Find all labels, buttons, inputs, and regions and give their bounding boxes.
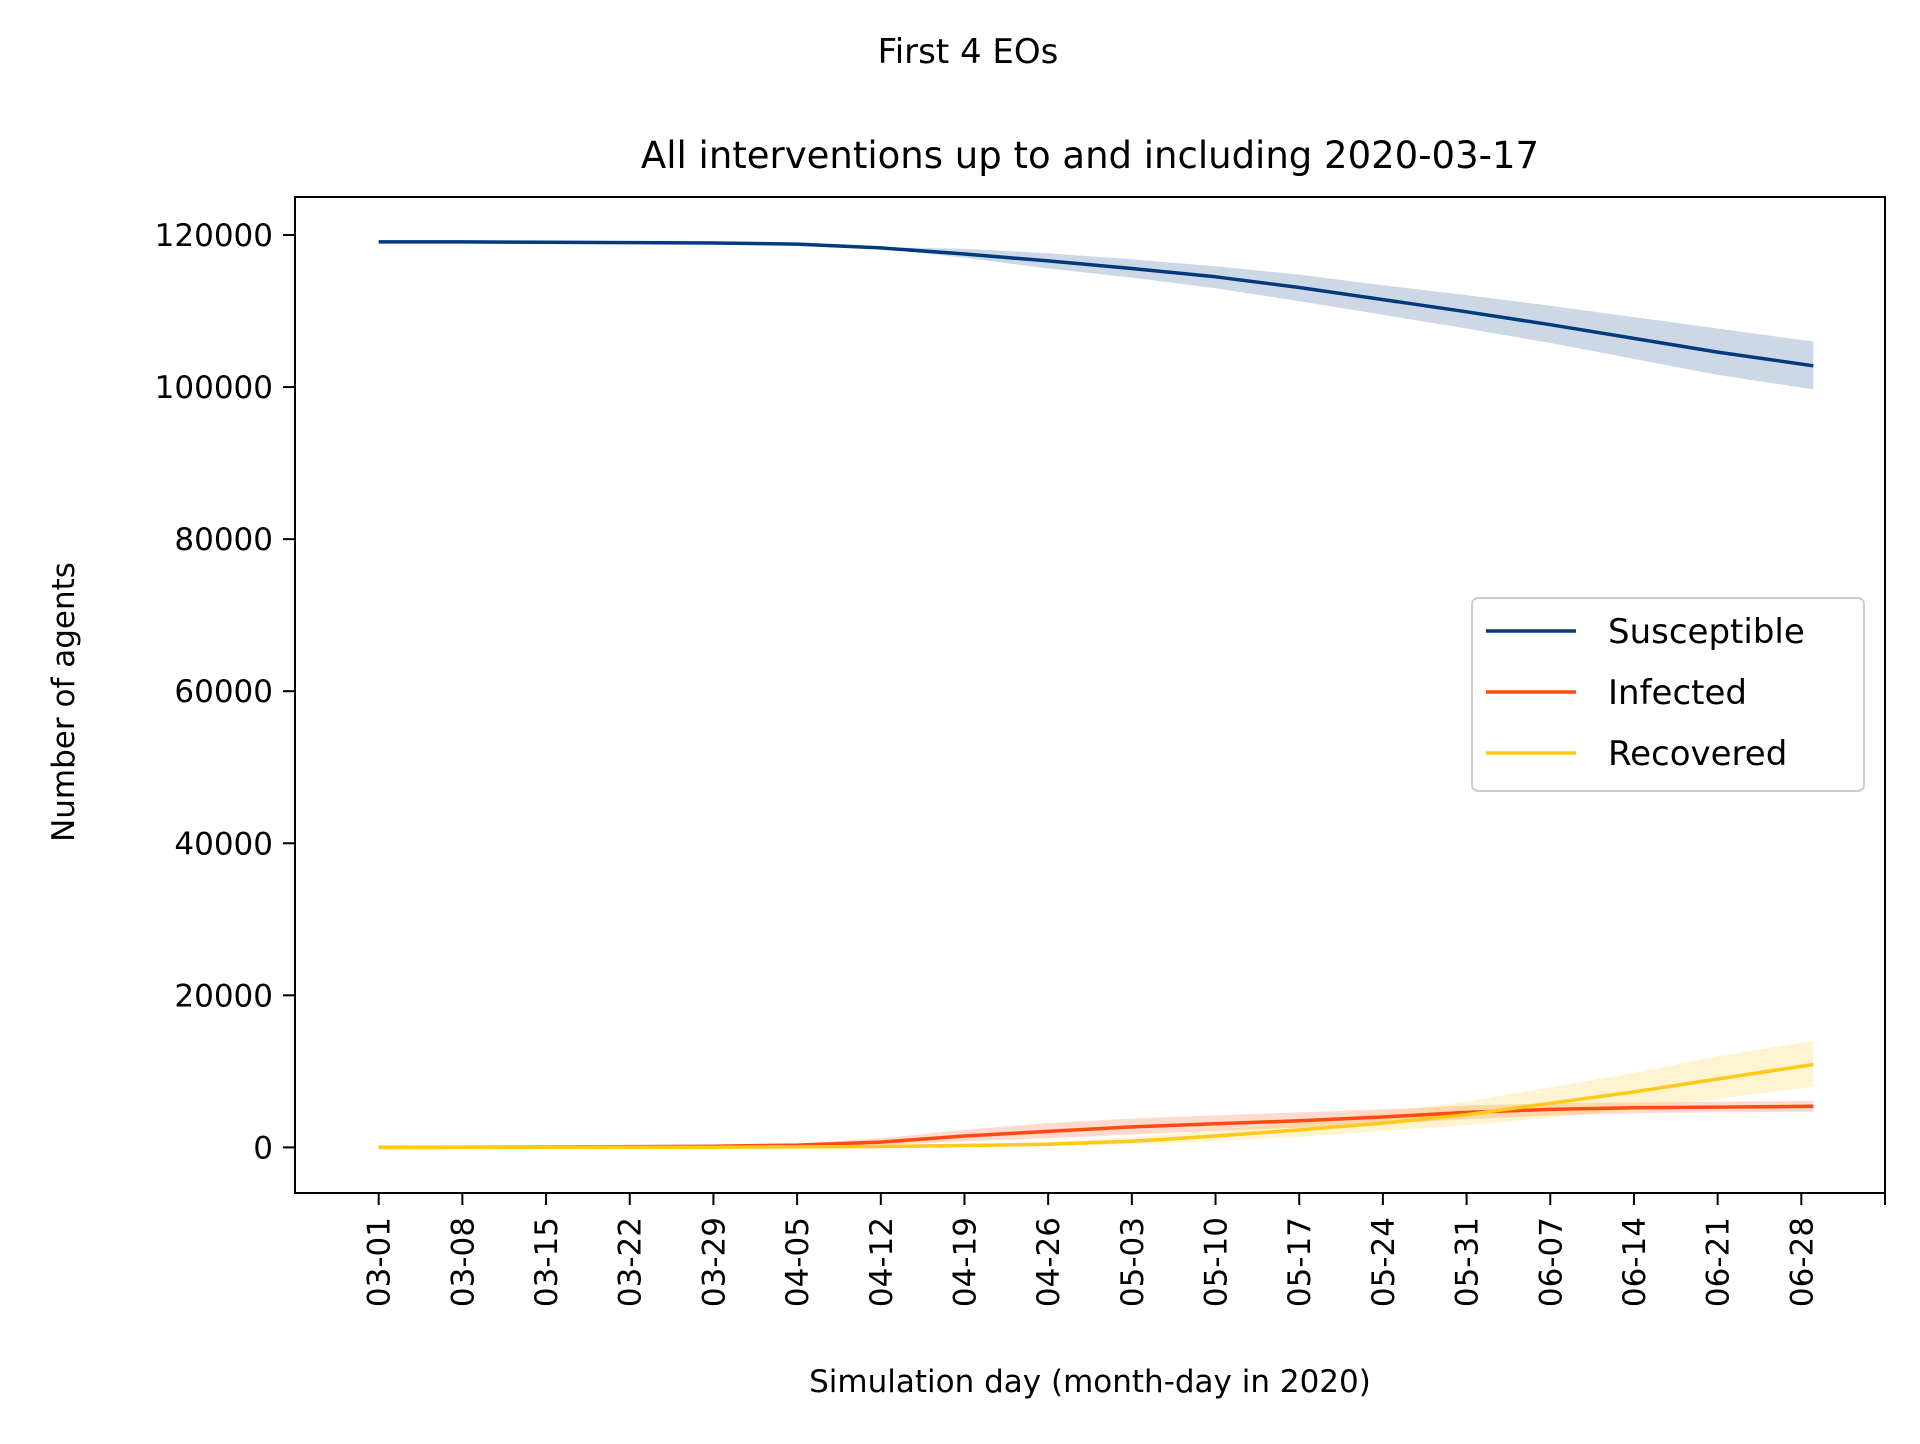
chart-title: All interventions up to and including 20… [641, 134, 1539, 177]
x-tick-label: 06-14 [1617, 1217, 1653, 1307]
x-tick-label: 04-26 [1031, 1217, 1067, 1307]
y-tick-label: 120000 [155, 218, 273, 254]
legend: Susceptible Infected Recovered [1471, 597, 1865, 792]
x-tick-label: 04-12 [864, 1217, 900, 1307]
y-tick-label: 60000 [174, 674, 273, 710]
x-tick-label: 04-05 [780, 1217, 816, 1307]
recovered-band [378, 1040, 1814, 1148]
legend-label-recovered: Recovered [1608, 734, 1787, 774]
plot-frame [294, 196, 1886, 1194]
recovered-line [378, 1062, 1814, 1150]
x-tick-label: 03-08 [445, 1217, 481, 1307]
x-tick-label: 04-19 [948, 1217, 984, 1307]
x-axis: 03-01 03-08 03-15 03-22 03-29 04-05 04-12 04-19… [362, 1193, 1886, 1307]
x-tick-label: 03-15 [529, 1217, 565, 1307]
x-tick-label: 03-01 [362, 1217, 398, 1307]
x-tick-label: 05-17 [1282, 1217, 1318, 1307]
susceptible-band [378, 241, 1814, 390]
x-tick-label: 06-21 [1701, 1217, 1737, 1307]
legend-label-susceptible: Susceptible [1608, 612, 1805, 652]
series-lines [378, 240, 1814, 1150]
y-tick-label: 40000 [174, 826, 273, 862]
legend-box [1471, 597, 1865, 792]
y-axis: 0 20000 40000 60000 80000 100000 120000 [155, 218, 295, 1166]
x-tick-label: 06-28 [1784, 1217, 1820, 1307]
x-axis-label: Simulation day (month-day in 2020) [809, 1364, 1371, 1400]
y-tick-label: 0 [253, 1130, 273, 1166]
y-axis-label: Number of agents [46, 562, 82, 842]
y-tick-label: 80000 [174, 522, 273, 558]
legend-label-infected: Infected [1608, 673, 1747, 713]
x-tick-label: 05-03 [1115, 1217, 1151, 1307]
x-tick-label: 03-29 [696, 1217, 732, 1307]
figure-suptitle: First 4 EOs [878, 32, 1059, 72]
y-tick-label: 20000 [174, 978, 273, 1014]
x-tick-label: 05-24 [1366, 1217, 1402, 1307]
x-tick-label: 05-10 [1199, 1217, 1235, 1307]
y-tick-label: 100000 [155, 370, 273, 406]
x-tick-label: 03-22 [613, 1217, 649, 1307]
susceptible-line [378, 240, 1814, 368]
x-tick-label: 06-07 [1533, 1217, 1569, 1307]
x-tick-label: 05-31 [1450, 1217, 1486, 1307]
